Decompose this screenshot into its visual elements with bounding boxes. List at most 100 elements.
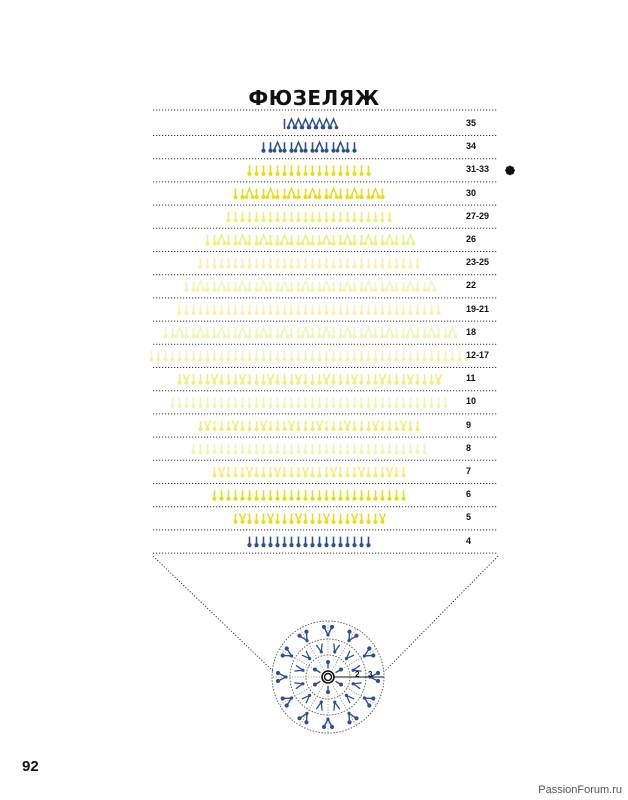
stitch-symbol	[310, 374, 315, 385]
stitch-symbol	[273, 466, 282, 478]
stitch-symbol	[345, 490, 350, 501]
stitch-symbol	[434, 373, 443, 385]
stitch-symbol	[198, 351, 203, 362]
row-label: 5	[466, 512, 472, 523]
stitch-symbol	[289, 374, 294, 385]
stitch-symbol	[335, 140, 346, 153]
round-stitch	[362, 696, 376, 708]
stitch-symbol	[373, 490, 378, 501]
stitch-symbol	[261, 142, 266, 153]
stitch-symbol	[210, 373, 219, 385]
stitch-symbol	[170, 397, 175, 408]
stitch-symbol	[233, 235, 238, 246]
stitch-symbol	[359, 397, 364, 408]
stitch-symbol	[317, 443, 322, 455]
stitch-symbol	[366, 304, 371, 316]
stitch-symbol	[261, 304, 266, 316]
stitch-symbol	[289, 211, 294, 223]
stitch-symbol	[370, 186, 381, 199]
stitch-symbol	[338, 188, 343, 200]
stitch-symbol	[310, 513, 315, 525]
stitch-symbol	[310, 235, 315, 246]
stitch-symbol	[380, 397, 385, 408]
stitch-symbol	[317, 281, 322, 292]
page-number: 92	[22, 758, 39, 775]
stitch-symbol	[359, 304, 364, 316]
stitch-symbol	[436, 327, 441, 339]
stitch-symbol	[352, 142, 357, 153]
stitch-symbol	[322, 373, 331, 385]
stitch-symbol	[226, 281, 231, 292]
stitch-symbol	[301, 466, 310, 478]
stitch-symbol	[184, 351, 189, 362]
stitch-row	[163, 325, 458, 339]
stitch-symbol	[212, 235, 217, 246]
stitch-symbol	[373, 351, 378, 362]
stitch-symbol	[331, 351, 336, 362]
stitch-symbol	[205, 443, 210, 455]
stitch-symbol	[237, 233, 248, 246]
stitch-symbol	[359, 536, 364, 548]
stitch-symbol	[394, 258, 399, 269]
stitch-symbol	[343, 420, 352, 432]
round-stitch	[280, 646, 294, 658]
stitch-symbol	[394, 490, 399, 501]
stitch-row	[226, 211, 392, 223]
stitch-symbol	[282, 165, 287, 176]
round-stitch	[347, 711, 359, 725]
stitch-symbol	[352, 443, 357, 455]
stitch-symbol	[303, 304, 308, 316]
round-stitch	[333, 700, 341, 711]
stitch-row	[212, 466, 406, 478]
stitch-symbol	[233, 397, 238, 408]
stitch-symbol	[261, 490, 266, 501]
stitch-symbol	[254, 165, 259, 176]
stitch-symbol	[394, 443, 399, 455]
stitch-symbol	[429, 351, 434, 362]
stitch-symbol	[359, 374, 364, 385]
stitch-symbol	[310, 142, 315, 153]
stitch-symbol	[401, 327, 406, 339]
stitch-row	[170, 397, 448, 408]
stitch-symbol	[289, 490, 294, 501]
stitch-symbol	[226, 374, 231, 385]
round-stitch	[326, 686, 330, 694]
stitch-symbol	[331, 235, 336, 246]
stitch-symbol	[275, 211, 280, 223]
ring-label-3: 3	[368, 670, 373, 679]
stitch-symbol	[268, 443, 273, 455]
stitch-symbol	[317, 165, 322, 176]
stitch-symbol	[261, 211, 266, 223]
stitch-symbol	[317, 536, 322, 548]
stitch-symbol	[240, 188, 245, 200]
stitch-symbol	[380, 327, 385, 339]
stitch-symbol	[380, 258, 385, 269]
stitch-symbol	[349, 186, 360, 199]
stitch-symbol	[380, 281, 385, 292]
stitch-symbol	[282, 420, 287, 432]
stitch-symbol	[352, 304, 357, 316]
stitch-symbol	[282, 397, 287, 408]
stitch-symbol	[384, 279, 395, 292]
stitch-symbol	[359, 420, 364, 432]
stitch-symbol	[310, 420, 315, 432]
stitch-symbol	[268, 211, 273, 223]
stitch-symbol	[366, 351, 371, 362]
stitch-symbol	[310, 211, 315, 223]
stitch-symbol	[261, 513, 266, 525]
stitch-symbol	[247, 374, 252, 385]
round-base-diagram	[271, 620, 385, 734]
round-stitch	[313, 680, 321, 687]
stitch-symbol	[233, 351, 238, 362]
stitch-symbol	[247, 397, 252, 408]
stitch-symbol	[317, 351, 322, 362]
row-label: 31-33	[466, 164, 490, 175]
stitch-symbol	[275, 374, 280, 385]
stitch-symbol	[331, 304, 336, 316]
stitch-symbol	[436, 304, 441, 316]
stitch-symbol	[394, 327, 399, 339]
stitch-symbol	[244, 186, 255, 199]
stitch-symbol	[275, 397, 280, 408]
stitch-symbol	[345, 467, 350, 478]
stitch-symbol	[324, 258, 329, 269]
